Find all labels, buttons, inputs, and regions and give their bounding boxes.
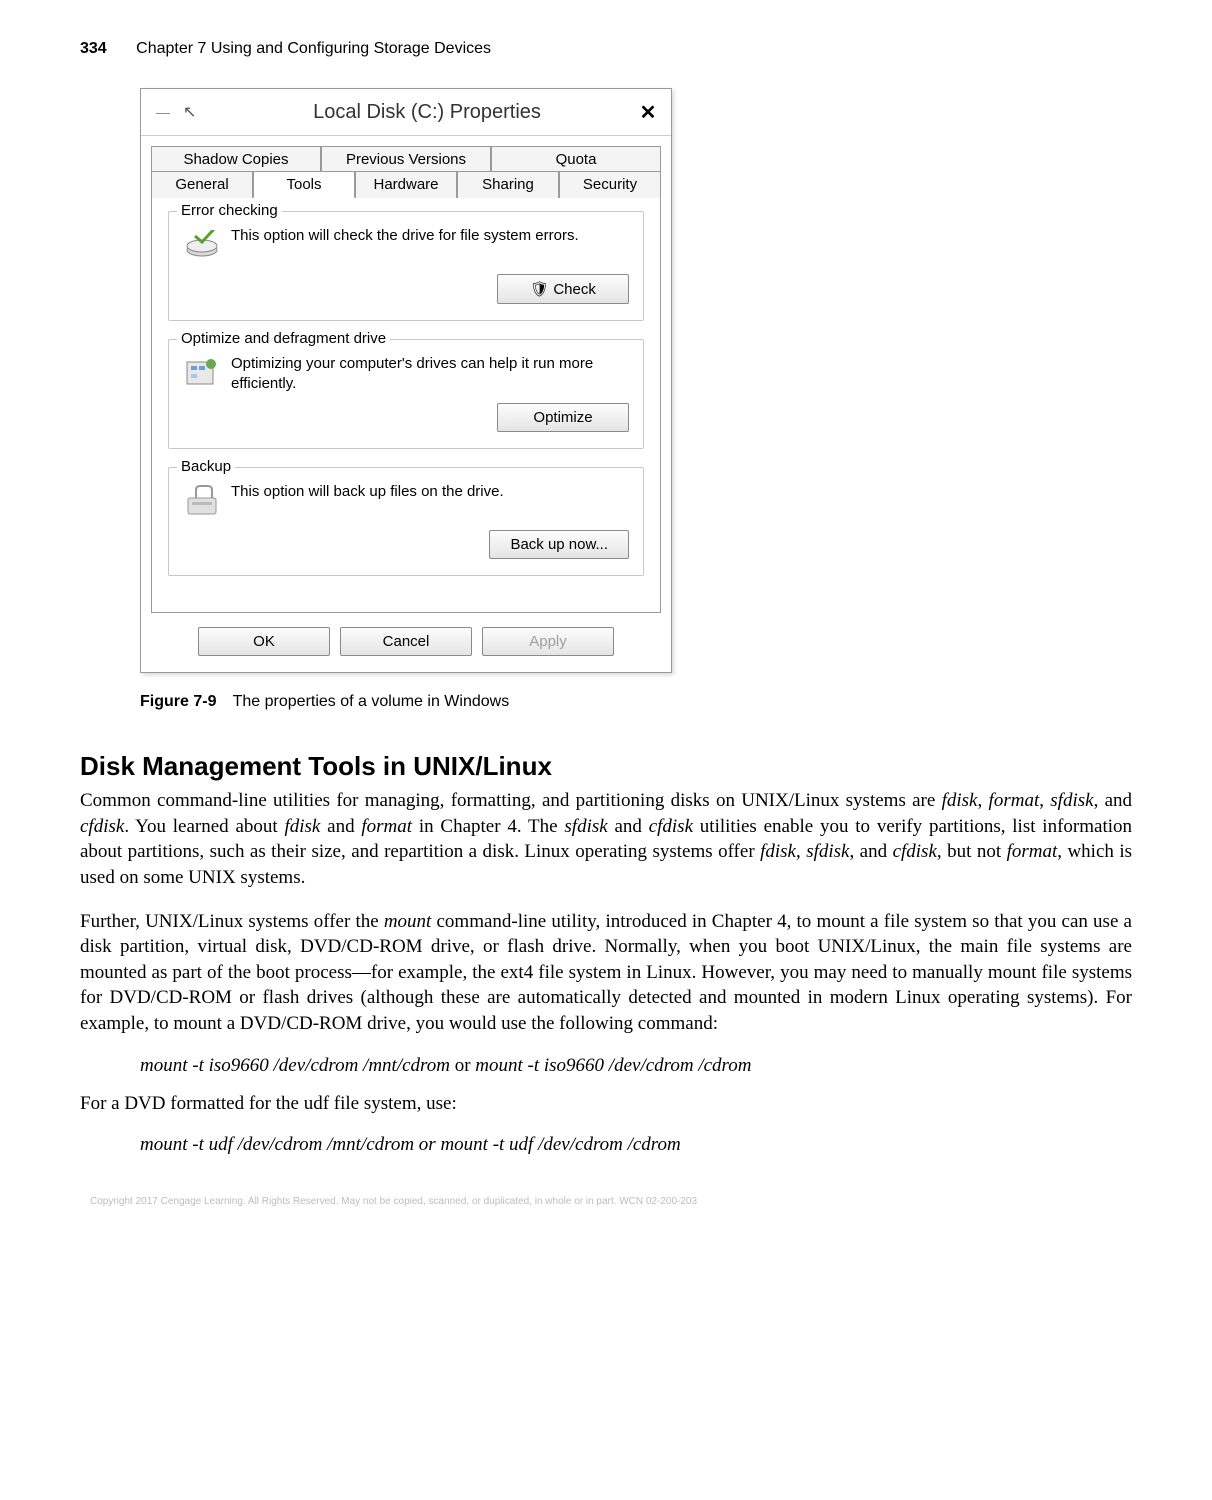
paragraph-1: Common command-line utilities for managi… — [80, 788, 1132, 891]
system-menu-icon[interactable]: — — [153, 102, 173, 122]
command-example-2: mount -t udf /dev/cdrom /mnt/cdrom or mo… — [140, 1134, 1132, 1156]
tab-previous-versions[interactable]: Previous Versions — [321, 146, 491, 172]
properties-dialog: — ↖ Local Disk (C:) Properties ✕ Shadow … — [140, 88, 672, 673]
chapter-title: Chapter 7 Using and Configuring Storage … — [136, 40, 491, 57]
copyright-notice: Copyright 2017 Cengage Learning. All Rig… — [80, 1196, 1132, 1207]
check-button-label: Check — [553, 281, 596, 298]
drive-check-icon — [183, 226, 221, 264]
section-heading: Disk Management Tools in UNIX/Linux — [80, 751, 1132, 782]
shield-icon: 🛡 — [530, 281, 549, 298]
tab-tools[interactable]: Tools — [253, 171, 355, 198]
tab-shadow-copies[interactable]: Shadow Copies — [151, 146, 321, 172]
backup-now-button[interactable]: Back up now... — [489, 530, 629, 559]
tab-sharing[interactable]: Sharing — [457, 171, 559, 198]
group-optimize: Optimize and defragment drive Optimizing… — [168, 339, 644, 449]
figure-caption: Figure 7-9 The properties of a volume in… — [140, 693, 1132, 711]
error-checking-text: This option will check the drive for fil… — [231, 226, 629, 246]
tab-row-upper: Shadow Copies Previous Versions Quota — [151, 146, 661, 172]
dialog-titlebar: — ↖ Local Disk (C:) Properties ✕ — [141, 89, 671, 136]
cursor-icon: ↖ — [183, 102, 205, 122]
ok-button[interactable]: OK — [198, 627, 330, 656]
tab-quota[interactable]: Quota — [491, 146, 661, 172]
check-button[interactable]: 🛡 Check — [497, 274, 629, 304]
screenshot-figure: — ↖ Local Disk (C:) Properties ✕ Shadow … — [140, 88, 1132, 673]
group-title-error-checking: Error checking — [177, 202, 282, 219]
tab-security[interactable]: Security — [559, 171, 661, 198]
defrag-icon — [183, 354, 221, 392]
group-error-checking: Error checking This option will check th… — [168, 211, 644, 321]
tab-general[interactable]: General — [151, 171, 253, 198]
command-example-1: mount -t iso9660 /dev/cdrom /mnt/cdrom o… — [140, 1055, 1132, 1077]
dialog-title: Local Disk (C:) Properties — [213, 101, 671, 124]
figure-label: Figure 7-9 — [140, 693, 216, 710]
paragraph-3: For a DVD formatted for the udf file sys… — [80, 1091, 1132, 1117]
figure-caption-text: The properties of a volume in Windows — [233, 693, 510, 710]
dialog-button-row: OK Cancel Apply — [141, 613, 671, 672]
tab-hardware[interactable]: Hardware — [355, 171, 457, 198]
group-title-backup: Backup — [177, 458, 235, 475]
backup-text: This option will back up files on the dr… — [231, 482, 629, 502]
tab-panel-tools: Error checking This option will check th… — [151, 197, 661, 613]
optimize-text: Optimizing your computer's drives can he… — [231, 354, 629, 393]
paragraph-2: Further, UNIX/Linux systems offer the mo… — [80, 909, 1132, 1037]
cancel-button[interactable]: Cancel — [340, 627, 472, 656]
backup-icon — [183, 482, 221, 520]
apply-button[interactable]: Apply — [482, 627, 614, 656]
group-backup: Backup This option will back up files on… — [168, 467, 644, 576]
running-header: 334 Chapter 7 Using and Configuring Stor… — [80, 40, 1132, 58]
page-number: 334 — [80, 40, 107, 57]
optimize-button[interactable]: Optimize — [497, 403, 629, 432]
group-title-optimize: Optimize and defragment drive — [177, 330, 390, 347]
tab-row-lower: General Tools Hardware Sharing Security — [151, 171, 661, 198]
close-button[interactable]: ✕ — [625, 89, 671, 135]
tab-control: Shadow Copies Previous Versions Quota Ge… — [141, 136, 671, 613]
